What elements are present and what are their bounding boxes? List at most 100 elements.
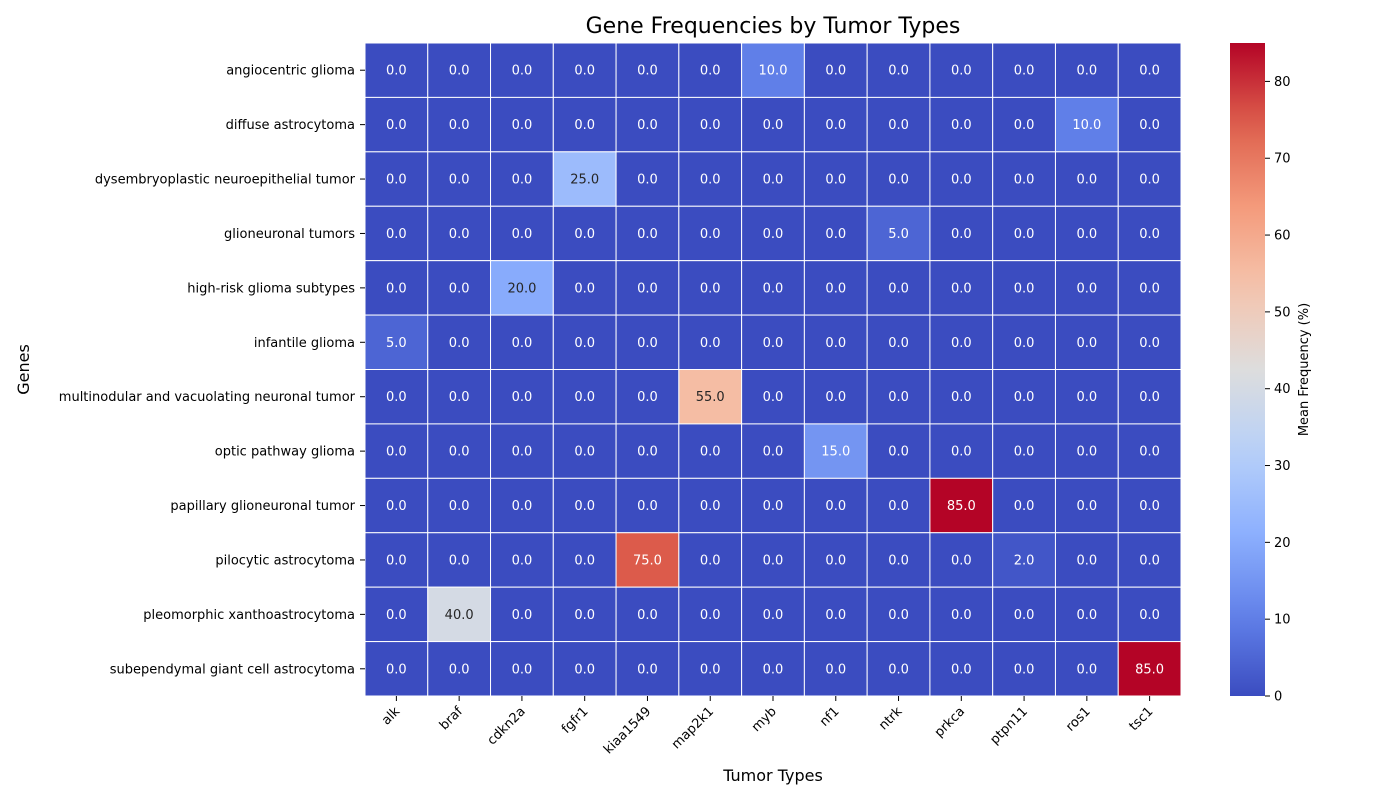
cell-value-label: 0.0 bbox=[449, 445, 470, 460]
heatmap-cell bbox=[678, 369, 743, 425]
heatmap-cell bbox=[741, 96, 805, 153]
x-tick-label: braf bbox=[437, 704, 466, 733]
y-axis-ticks: angiocentric glioma diffuse astrocytoma dy… bbox=[59, 64, 365, 677]
heatmap-cell bbox=[427, 151, 492, 207]
cell-value-label: 0.0 bbox=[386, 608, 407, 623]
cell-value-label: 0.0 bbox=[763, 445, 784, 460]
cell-value-label: 0.0 bbox=[700, 227, 721, 242]
heatmap-cell bbox=[490, 260, 554, 316]
cell-value-label: 0.0 bbox=[574, 336, 595, 351]
heatmap-cell bbox=[803, 423, 868, 479]
cell-value-label: 0.0 bbox=[386, 227, 407, 242]
heatmap-cell bbox=[929, 42, 994, 98]
heatmap-cell bbox=[552, 205, 617, 262]
cell-value-label: 0.0 bbox=[637, 64, 658, 79]
heatmap-cell bbox=[992, 641, 1056, 697]
cell-value-label: 0.0 bbox=[637, 445, 658, 460]
cell-value-label: 75.0 bbox=[633, 553, 662, 568]
heatmap-cell bbox=[552, 314, 617, 371]
cell-value-label: 0.0 bbox=[1139, 173, 1160, 188]
heatmap-cell bbox=[552, 586, 617, 643]
heatmap-cell bbox=[866, 205, 931, 262]
cell-value-label: 0.0 bbox=[951, 64, 972, 79]
cell-value-label: 5.0 bbox=[888, 227, 909, 242]
cell-value-label: 0.0 bbox=[574, 662, 595, 677]
cell-value-label: 0.0 bbox=[512, 64, 533, 79]
cell-value-label: 0.0 bbox=[763, 662, 784, 677]
cell-value-label: 0.0 bbox=[888, 662, 909, 677]
heatmap-cell bbox=[741, 205, 805, 262]
cell-value-label: 0.0 bbox=[951, 608, 972, 623]
heatmap-cell bbox=[490, 42, 554, 98]
cell-value-label: 0.0 bbox=[763, 118, 784, 133]
heatmap-cell bbox=[866, 586, 931, 643]
colorbar-tick-label: 70 bbox=[1274, 152, 1291, 167]
cell-value-label: 0.0 bbox=[825, 173, 846, 188]
cell-value-label: 0.0 bbox=[951, 173, 972, 188]
x-tick-label: fgfr1 bbox=[559, 704, 592, 737]
heatmap-cell bbox=[615, 586, 680, 643]
cell-value-label: 0.0 bbox=[449, 499, 470, 514]
cell-value-label: 0.0 bbox=[386, 173, 407, 188]
heatmap-cell bbox=[992, 423, 1056, 479]
heatmap-cell bbox=[364, 532, 429, 588]
cell-value-label: 0.0 bbox=[449, 173, 470, 188]
cell-value-label: 0.0 bbox=[1014, 118, 1035, 133]
cell-value-label: 0.0 bbox=[763, 173, 784, 188]
colorbar-tick-label: 60 bbox=[1274, 229, 1291, 244]
cell-value-label: 0.0 bbox=[637, 227, 658, 242]
cell-value-label: 0.0 bbox=[763, 281, 784, 296]
heatmap-cell bbox=[1054, 586, 1119, 643]
cell-value-label: 0.0 bbox=[951, 336, 972, 351]
cell-value-label: 55.0 bbox=[696, 390, 725, 405]
cell-value-label: 0.0 bbox=[700, 336, 721, 351]
x-axis-label: Tumor Types bbox=[722, 766, 823, 785]
colorbar-tick-label: 20 bbox=[1274, 536, 1291, 551]
heatmap-cell bbox=[1054, 423, 1119, 479]
cell-value-label: 0.0 bbox=[888, 173, 909, 188]
heatmap-cell bbox=[1117, 641, 1182, 697]
heatmap-cell bbox=[615, 369, 680, 425]
heatmap-cell bbox=[929, 314, 994, 371]
heatmap-cell bbox=[1054, 205, 1119, 262]
cell-value-label: 0.0 bbox=[825, 64, 846, 79]
cell-value-label: 0.0 bbox=[449, 662, 470, 677]
cell-value-label: 0.0 bbox=[1014, 390, 1035, 405]
x-tick-label: kiaa1549 bbox=[601, 704, 654, 757]
cell-value-label: 0.0 bbox=[1139, 390, 1160, 405]
cell-value-label: 85.0 bbox=[1135, 662, 1164, 677]
heatmap-cell bbox=[1054, 96, 1119, 153]
x-tick-label: tsc1 bbox=[1127, 704, 1157, 734]
heatmap-cell bbox=[866, 641, 931, 697]
cell-value-label: 0.0 bbox=[512, 118, 533, 133]
cell-value-label: 0.0 bbox=[700, 608, 721, 623]
heatmap-cell bbox=[364, 42, 429, 98]
heatmap-cell bbox=[1054, 260, 1119, 316]
heatmap-cell bbox=[678, 205, 743, 262]
y-tick-label: papillary glioneuronal tumor bbox=[170, 499, 355, 514]
cell-value-label: 0.0 bbox=[763, 390, 784, 405]
colorbar-tick-label: 0 bbox=[1274, 690, 1282, 705]
cell-value-label: 0.0 bbox=[386, 662, 407, 677]
heatmap-cell bbox=[1117, 260, 1182, 316]
heatmap-cell bbox=[490, 205, 554, 262]
cell-value-label: 0.0 bbox=[825, 390, 846, 405]
cell-value-label: 0.0 bbox=[700, 118, 721, 133]
cell-value-label: 0.0 bbox=[700, 173, 721, 188]
cell-value-label: 0.0 bbox=[888, 608, 909, 623]
y-tick-label: angiocentric glioma bbox=[226, 64, 355, 79]
heatmap-cell bbox=[364, 477, 429, 534]
cell-value-label: 0.0 bbox=[951, 118, 972, 133]
cell-value-label: 0.0 bbox=[512, 553, 533, 568]
heatmap-cell bbox=[803, 314, 868, 371]
cell-value-label: 0.0 bbox=[386, 281, 407, 296]
heatmap-cell bbox=[741, 260, 805, 316]
cell-value-label: 0.0 bbox=[763, 608, 784, 623]
cell-value-label: 0.0 bbox=[1139, 499, 1160, 514]
heatmap-cell bbox=[929, 96, 994, 153]
cell-value-label: 0.0 bbox=[763, 227, 784, 242]
heatmap-cell bbox=[866, 532, 931, 588]
heatmap-cell bbox=[992, 532, 1056, 588]
colorbar-tick-label: 50 bbox=[1274, 305, 1291, 320]
x-tick-label: map2k1 bbox=[669, 704, 717, 752]
